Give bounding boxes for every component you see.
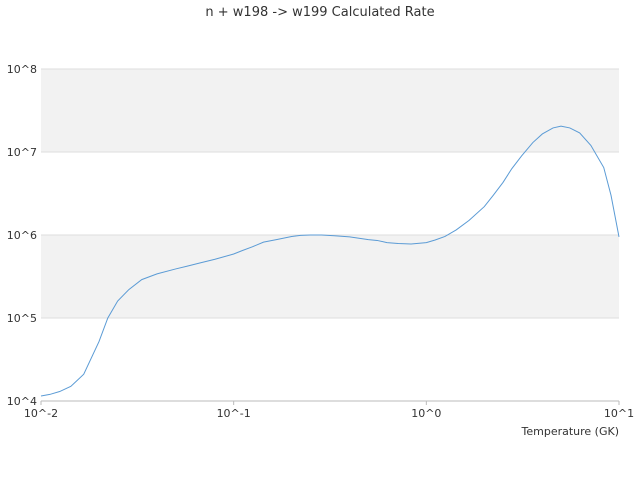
x-tick-label: 10^-2 xyxy=(24,407,58,420)
y-tick-label: 10^7 xyxy=(7,146,37,159)
x-tick-label: 10^-1 xyxy=(217,407,251,420)
y-axis-ticks: 10^4 10^5 10^6 10^7 10^8 xyxy=(7,63,37,408)
y-tick-label: 10^4 xyxy=(7,395,37,408)
y-tick-label: 10^8 xyxy=(7,63,37,76)
plot-band xyxy=(41,152,619,235)
plot-band xyxy=(41,235,619,318)
x-tick-label: 10^0 xyxy=(411,407,441,420)
x-tick-label: 10^1 xyxy=(604,407,634,420)
x-axis-ticks: 10^-2 10^-1 10^0 10^1 xyxy=(24,401,634,420)
chart-title: n + w198 -> w199 Calculated Rate xyxy=(205,5,434,20)
series-line xyxy=(40,125,620,397)
x-axis-label: Temperature (GK) xyxy=(521,425,620,438)
plot-background xyxy=(41,69,619,401)
y-tick-label: 10^5 xyxy=(7,312,37,325)
plot-band xyxy=(41,69,619,152)
y-tick-label: 10^6 xyxy=(7,229,37,242)
plot-band xyxy=(41,318,619,401)
